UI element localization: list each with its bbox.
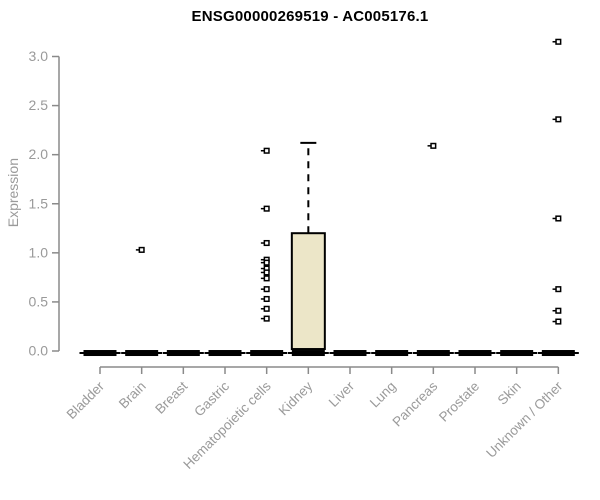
x-tick-label: Kidney: [276, 378, 316, 418]
chart-title: ENSG00000269519 - AC005176.1: [191, 8, 429, 25]
outlier-point: [263, 205, 270, 212]
median-bar: [291, 350, 325, 357]
median-bar: [375, 350, 409, 357]
x-tick-label: Breast: [152, 378, 190, 416]
outlier-point: [263, 259, 270, 266]
outlier-point: [138, 246, 145, 253]
outlier-point: [555, 116, 562, 123]
median-bar: [166, 350, 200, 357]
median-bar: [541, 350, 575, 357]
outlier-point: [555, 286, 562, 293]
outlier-point: [555, 307, 562, 314]
outlier-point: [263, 305, 270, 312]
x-tick-label: Liver: [326, 378, 358, 410]
x-tick-label: Gastric: [191, 378, 232, 419]
outlier-point: [263, 295, 270, 303]
median-bar: [500, 350, 534, 357]
y-tick-label: 1.5: [29, 195, 49, 211]
x-tick-label: Bladder: [64, 378, 108, 422]
y-tick-label: 1.0: [29, 244, 49, 260]
x-tick-label: Brain: [116, 379, 149, 412]
median-bar: [333, 350, 367, 357]
outlier-point: [555, 318, 562, 325]
outlier-point: [263, 269, 270, 276]
median-bar: [125, 350, 159, 357]
x-tick-label: Lung: [367, 379, 399, 411]
median-bar: [458, 350, 492, 357]
x-tick-label: Skin: [495, 379, 524, 408]
outlier-point: [263, 147, 270, 154]
y-tick-label: 0.0: [29, 343, 49, 359]
outlier-point: [263, 239, 270, 247]
outlier-point: [555, 38, 562, 45]
x-tick-label: Unknown / Other: [483, 378, 566, 461]
y-tick-label: 3.0: [29, 48, 49, 64]
y-tick-label: 0.5: [29, 293, 49, 309]
outlier-point: [263, 286, 270, 293]
x-tick-label: Prostate: [436, 379, 482, 425]
box: [290, 232, 326, 351]
outlier-point: [430, 142, 437, 149]
median-bar: [208, 350, 242, 357]
y-tick-label: 2.0: [29, 146, 49, 162]
outlier-point: [263, 275, 270, 282]
median-bar: [416, 350, 450, 357]
median-bar: [250, 350, 284, 357]
x-tick-label: Pancreas: [390, 378, 441, 429]
outlier-point: [263, 315, 270, 322]
median-bar: [83, 350, 117, 357]
outlier-point: [555, 215, 562, 222]
y-tick-label: 2.5: [29, 97, 49, 113]
